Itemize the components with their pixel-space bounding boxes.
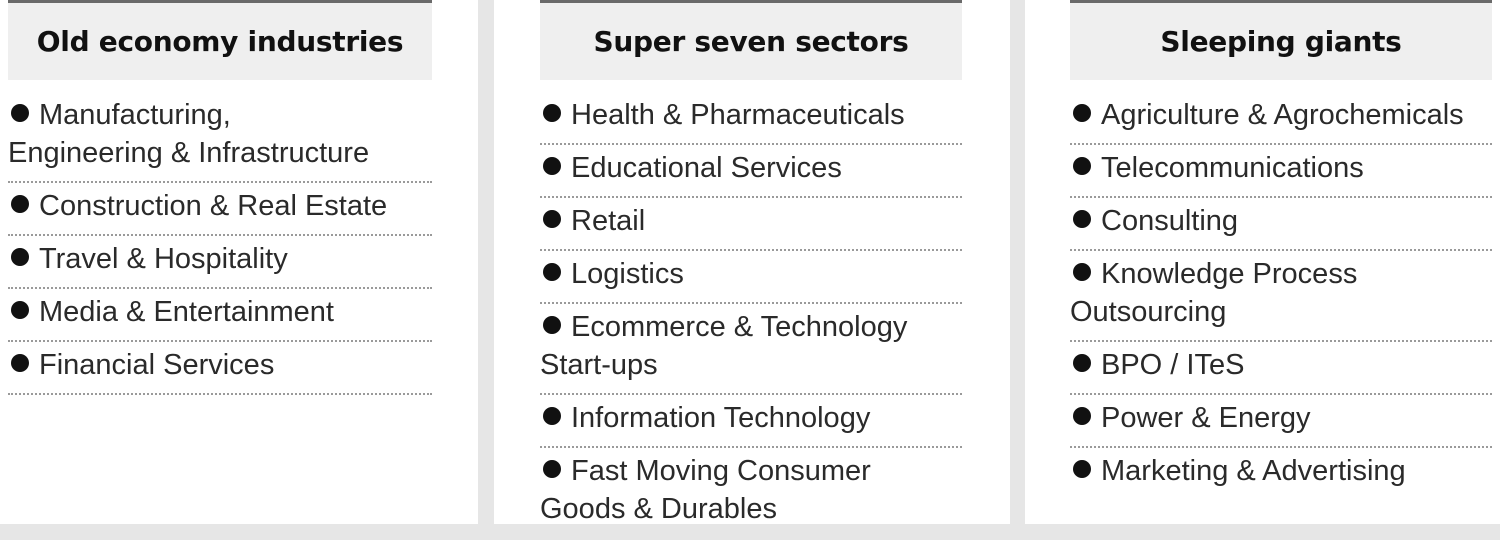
list-item-label: Information Technology [571,402,871,434]
bullet-icon [11,104,29,122]
bullet-icon [543,210,561,228]
list-item-label: Health & Pharmaceuticals [571,99,905,131]
panel-super-seven [494,0,1010,524]
list-item-label: Power & Energy [1101,402,1311,434]
sector-list: Health & Pharmaceuticals Educational Ser… [540,95,962,537]
list-item: Retail [540,201,962,251]
bullet-icon [543,157,561,175]
list-item-label: Knowledge Process Outsourcing [1070,258,1358,328]
list-item-label: Telecommunications [1101,152,1364,184]
bullet-icon [1073,157,1091,175]
list-item-label: Ecommerce & Technology Start-ups [540,311,908,381]
bullet-icon [1073,460,1091,478]
column-title: Sleeping giants [1160,25,1402,58]
column-header: Old economy industries [8,3,432,80]
bullet-icon [1073,210,1091,228]
sector-list: Manufacturing, Engineering & Infrastructu… [8,95,432,395]
list-item: Information Technology [540,398,962,448]
bullet-icon [1073,354,1091,372]
column-old-economy: Old economy industries Manufacturing, Eng… [8,0,432,398]
sector-list: Agriculture & Agrochemicals Telecommunic… [1070,95,1492,499]
bullet-icon [11,301,29,319]
list-item: Manufacturing, Engineering & Infrastructu… [8,95,432,183]
bullet-icon [543,407,561,425]
bullet-icon [11,195,29,213]
panel-old-economy [0,0,478,524]
list-item: Knowledge Process Outsourcing [1070,254,1492,342]
panel-sleeping-giants [1025,0,1500,524]
list-item-label: Educational Services [571,152,842,184]
list-item: Educational Services [540,148,962,198]
list-item: BPO / ITeS [1070,345,1492,395]
list-item-label: Media & Entertainment [39,296,334,328]
list-item-label: BPO / ITeS [1101,349,1245,381]
list-item: Telecommunications [1070,148,1492,198]
list-item: Ecommerce & Technology Start-ups [540,307,962,395]
column-sleeping-giants: Sleeping giants Agriculture & Agrochemic… [1070,0,1492,502]
list-item: Construction & Real Estate [8,186,432,236]
list-item-label: Travel & Hospitality [39,243,288,275]
column-header: Sleeping giants [1070,3,1492,80]
bullet-icon [543,104,561,122]
column-top-rule [540,0,962,3]
list-item-label: Construction & Real Estate [39,190,388,222]
list-item: Travel & Hospitality [8,239,432,289]
bullet-icon [11,248,29,266]
column-top-rule [1070,0,1492,3]
list-item-label: Consulting [1101,205,1239,237]
list-item: Power & Energy [1070,398,1492,448]
column-super-seven: Super seven sectors Health & Pharmaceuti… [540,0,962,540]
list-item: Agriculture & Agrochemicals [1070,95,1492,145]
list-item: Fast Moving Consumer Goods & Durables [540,451,962,537]
list-item-label: Agriculture & Agrochemicals [1101,99,1464,131]
list-item-label: Fast Moving Consumer Goods & Durables [540,455,871,525]
bullet-icon [543,316,561,334]
list-item-label: Logistics [571,258,684,290]
list-item: Media & Entertainment [8,292,432,342]
bullet-icon [1073,104,1091,122]
list-item: Health & Pharmaceuticals [540,95,962,145]
bullet-icon [543,263,561,281]
list-item: Financial Services [8,345,432,395]
list-item-label: Retail [571,205,646,237]
bullet-icon [1073,407,1091,425]
list-item: Consulting [1070,201,1492,251]
column-title: Super seven sectors [593,25,909,58]
list-item-label: Financial Services [39,349,275,381]
list-item: Marketing & Advertising [1070,451,1492,499]
list-item: Logistics [540,254,962,304]
bullet-icon [1073,263,1091,281]
bullet-icon [11,354,29,372]
bullet-icon [543,460,561,478]
column-header: Super seven sectors [540,3,962,80]
list-item-label: Marketing & Advertising [1101,455,1406,487]
column-title: Old economy industries [36,25,404,58]
column-top-rule [8,0,432,3]
